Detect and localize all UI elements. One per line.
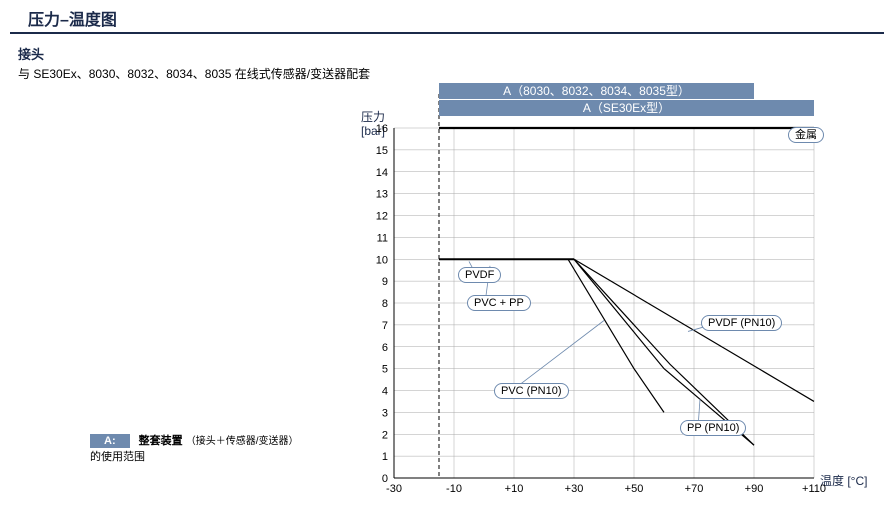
svg-text:8: 8 <box>382 298 388 310</box>
series-callout: 金属 <box>788 127 824 143</box>
svg-text:6: 6 <box>382 342 388 354</box>
legend-note: （接头＋传感器/变送器） <box>186 436 299 447</box>
svg-text:16: 16 <box>376 123 388 135</box>
series-callout: PVC (PN10) <box>494 383 569 399</box>
svg-text:14: 14 <box>376 167 388 179</box>
svg-text:11: 11 <box>377 232 388 244</box>
svg-text:-10: -10 <box>446 483 462 495</box>
series-callout: PP (PN10) <box>680 420 746 436</box>
svg-text:4: 4 <box>382 386 388 398</box>
svg-text:+90: +90 <box>745 483 764 495</box>
legend-line2: 的使用范围 <box>90 448 299 464</box>
svg-text:7: 7 <box>382 320 388 332</box>
legend-A-badge: A: <box>90 434 130 448</box>
legend-text: 整套装置 <box>139 435 183 447</box>
svg-text:+70: +70 <box>685 483 704 495</box>
svg-text:10: 10 <box>376 254 388 266</box>
svg-text:+50: +50 <box>625 483 644 495</box>
series-callout: PVDF (PN10) <box>701 315 782 331</box>
svg-text:+30: +30 <box>565 483 584 495</box>
svg-text:2: 2 <box>382 429 388 441</box>
svg-text:+10: +10 <box>505 483 524 495</box>
series-callout: PVC + PP <box>467 295 531 311</box>
pressure-temperature-chart: 压力 [bar] 温度 [°C] 01234567891011121314151… <box>0 80 894 520</box>
legend: A: 整套装置 （接头＋传感器/变送器） 的使用范围 <box>90 432 299 464</box>
svg-text:13: 13 <box>376 189 388 201</box>
subheading-1: 接头 <box>18 44 894 63</box>
svg-text:9: 9 <box>382 276 388 288</box>
svg-text:12: 12 <box>376 211 388 223</box>
svg-text:+110: +110 <box>802 483 826 495</box>
svg-text:5: 5 <box>382 364 388 376</box>
svg-text:15: 15 <box>376 145 388 157</box>
app-range-banner: A（8030、8032、8034、8035型） <box>439 83 754 99</box>
app-range-banner: A（SE30Ex型） <box>439 100 814 116</box>
page-title: 压力–温度图 <box>10 0 884 34</box>
svg-text:-30: -30 <box>386 483 402 495</box>
svg-text:3: 3 <box>382 407 388 419</box>
series-callout: PVDF <box>458 267 501 283</box>
svg-text:1: 1 <box>382 451 388 463</box>
